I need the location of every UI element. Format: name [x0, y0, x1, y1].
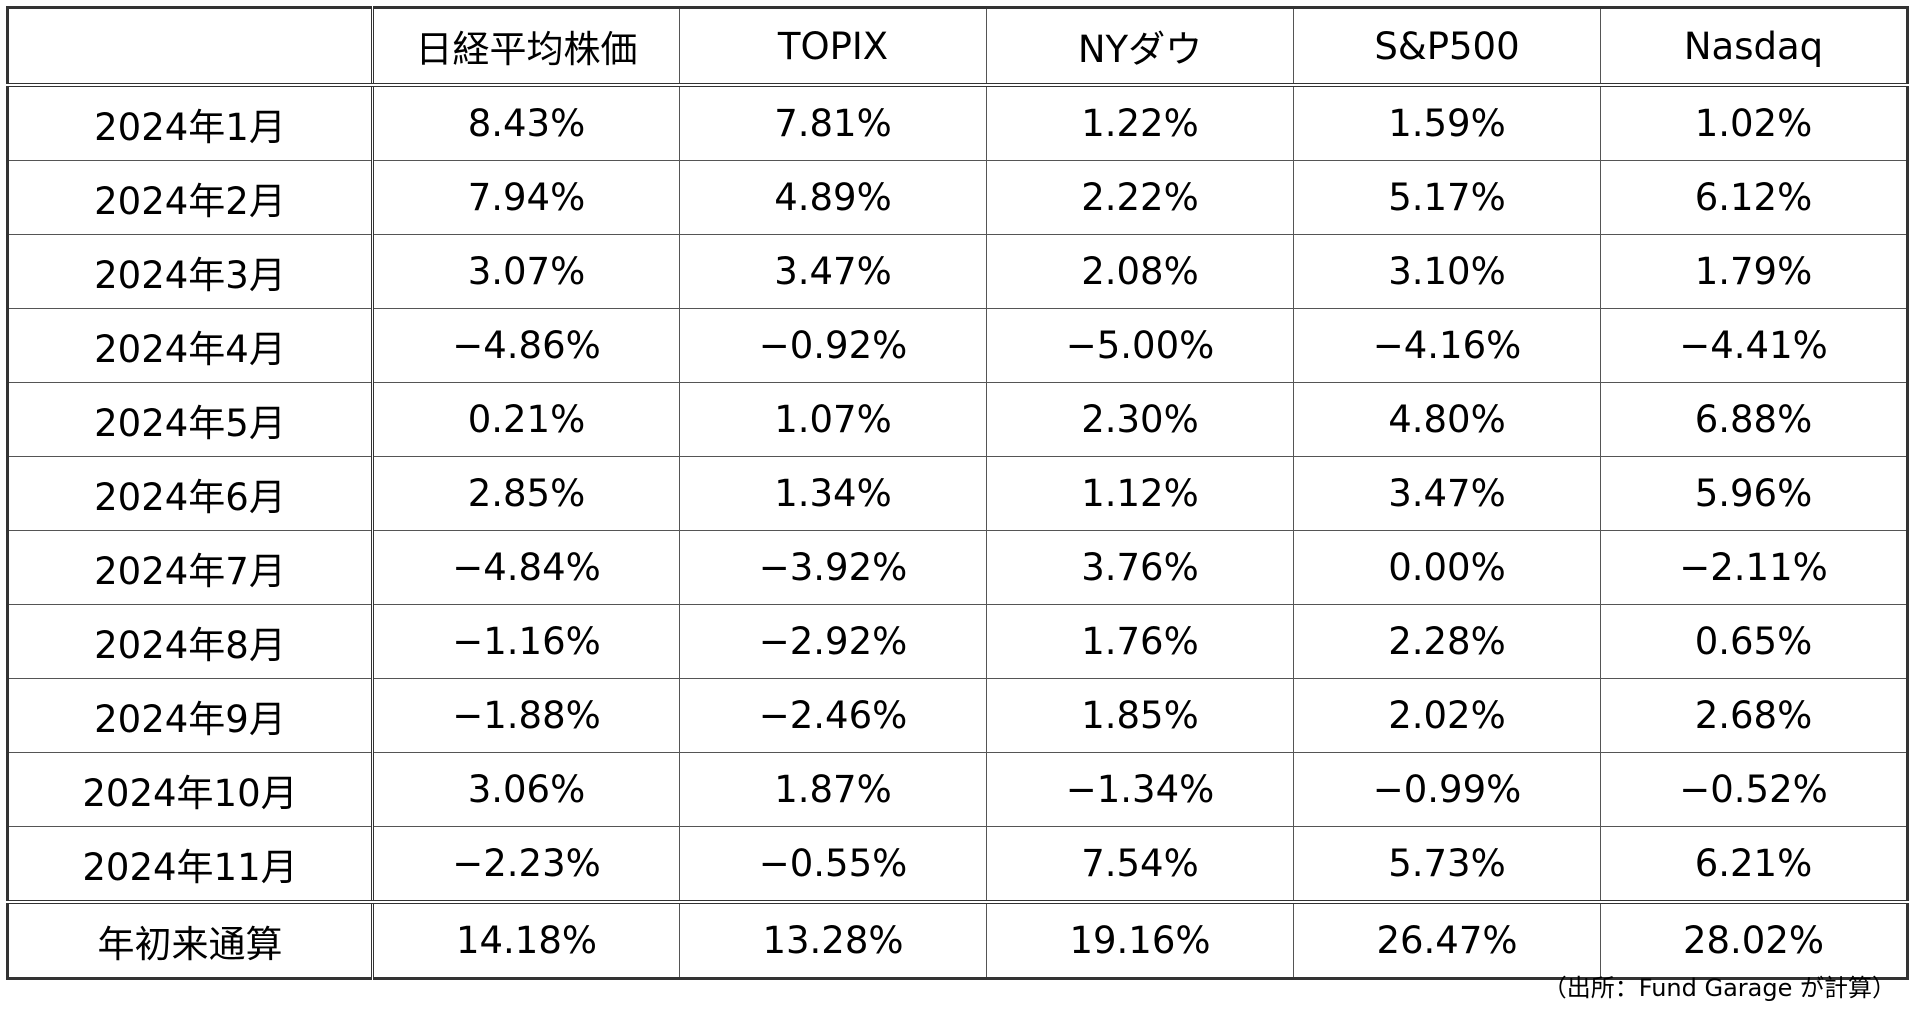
column-header: NYダウ — [986, 7, 1294, 86]
value-cell: 5.17% — [1293, 160, 1601, 235]
table-row: 2024年6月 2.85% 1.34% 1.12% 3.47% 5.96% — [7, 456, 1908, 531]
value-cell: 0.00% — [1293, 530, 1601, 605]
value-cell: 1.07% — [679, 382, 987, 457]
value-cell: −0.99% — [1293, 752, 1601, 827]
value-cell: −5.00% — [986, 308, 1294, 383]
row-label: 年初来通算 — [7, 901, 374, 979]
table-row: 2024年10月 3.06% 1.87% −1.34% −0.99% −0.52% — [7, 752, 1908, 827]
header-row: 日経平均株価 TOPIX NYダウ S&P500 Nasdaq — [7, 7, 1908, 86]
value-cell: 7.81% — [679, 84, 987, 161]
value-cell: 1.59% — [1293, 84, 1601, 161]
returns-table: 日経平均株価 TOPIX NYダウ S&P500 Nasdaq 2024年1月 8.43%… — [6, 6, 1909, 980]
row-label: 2024年8月 — [7, 604, 374, 679]
row-label: 2024年3月 — [7, 234, 374, 309]
column-header: TOPIX — [679, 7, 987, 86]
value-cell: −0.55% — [679, 826, 987, 903]
row-label: 2024年10月 — [7, 752, 374, 827]
value-cell: 3.76% — [986, 530, 1294, 605]
value-cell: 2.02% — [1293, 678, 1601, 753]
table-row: 2024年4月 −4.86% −0.92% −5.00% −4.16% −4.41% — [7, 308, 1908, 383]
value-cell: 7.54% — [986, 826, 1294, 903]
value-cell: 28.02% — [1600, 901, 1908, 979]
value-cell: 6.21% — [1600, 826, 1908, 903]
row-label: 2024年4月 — [7, 308, 374, 383]
value-cell: −2.11% — [1600, 530, 1908, 605]
value-cell: 2.85% — [372, 456, 680, 531]
value-cell: 3.06% — [372, 752, 680, 827]
corner-cell — [7, 7, 374, 86]
row-label: 2024年11月 — [7, 826, 374, 903]
value-cell: 2.08% — [986, 234, 1294, 309]
value-cell: 3.47% — [679, 234, 987, 309]
column-header: 日経平均株価 — [372, 7, 680, 86]
value-cell: 1.22% — [986, 84, 1294, 161]
value-cell: −4.86% — [372, 308, 680, 383]
value-cell: −1.34% — [986, 752, 1294, 827]
value-cell: 0.65% — [1600, 604, 1908, 679]
value-cell: 1.76% — [986, 604, 1294, 679]
value-cell: 2.30% — [986, 382, 1294, 457]
row-label: 2024年7月 — [7, 530, 374, 605]
value-cell: 5.96% — [1600, 456, 1908, 531]
value-cell: 7.94% — [372, 160, 680, 235]
value-cell: 3.47% — [1293, 456, 1601, 531]
value-cell: 4.89% — [679, 160, 987, 235]
value-cell: 1.12% — [986, 456, 1294, 531]
row-label: 2024年9月 — [7, 678, 374, 753]
value-cell: −1.16% — [372, 604, 680, 679]
value-cell: −2.92% — [679, 604, 987, 679]
table-row: 2024年8月 −1.16% −2.92% 1.76% 2.28% 0.65% — [7, 604, 1908, 679]
row-label: 2024年5月 — [7, 382, 374, 457]
value-cell: −1.88% — [372, 678, 680, 753]
value-cell: −4.84% — [372, 530, 680, 605]
value-cell: 2.28% — [1293, 604, 1601, 679]
value-cell: −0.92% — [679, 308, 987, 383]
row-label: 2024年1月 — [7, 84, 374, 161]
value-cell: 0.21% — [372, 382, 680, 457]
value-cell: 3.10% — [1293, 234, 1601, 309]
value-cell: −2.46% — [679, 678, 987, 753]
value-cell: −0.52% — [1600, 752, 1908, 827]
value-cell: 19.16% — [986, 901, 1294, 979]
value-cell: 1.85% — [986, 678, 1294, 753]
value-cell: 1.79% — [1600, 234, 1908, 309]
value-cell: −2.23% — [372, 826, 680, 903]
value-cell: −4.41% — [1600, 308, 1908, 383]
value-cell: −3.92% — [679, 530, 987, 605]
value-cell: 1.02% — [1600, 84, 1908, 161]
row-label: 2024年2月 — [7, 160, 374, 235]
table-row: 2024年3月 3.07% 3.47% 2.08% 3.10% 1.79% — [7, 234, 1908, 309]
table-body: 2024年1月 8.43% 7.81% 1.22% 1.59% 1.02% 2024年2月 7… — [7, 84, 1908, 979]
row-label: 2024年6月 — [7, 456, 374, 531]
value-cell: 5.73% — [1293, 826, 1601, 903]
value-cell: 4.80% — [1293, 382, 1601, 457]
table-row: 2024年11月 −2.23% −0.55% 7.54% 5.73% 6.21% — [7, 826, 1908, 903]
value-cell: 26.47% — [1293, 901, 1601, 979]
value-cell: 1.34% — [679, 456, 987, 531]
column-header: Nasdaq — [1600, 7, 1908, 86]
value-cell: 2.22% — [986, 160, 1294, 235]
value-cell: 3.07% — [372, 234, 680, 309]
table-row: 2024年9月 −1.88% −2.46% 1.85% 2.02% 2.68% — [7, 678, 1908, 753]
table-row: 2024年7月 −4.84% −3.92% 3.76% 0.00% −2.11% — [7, 530, 1908, 605]
value-cell: 14.18% — [372, 901, 680, 979]
table-row: 2024年5月 0.21% 1.07% 2.30% 4.80% 6.88% — [7, 382, 1908, 457]
source-note: （出所：Fund Garage が計算） — [1542, 974, 1896, 1002]
table-row: 2024年1月 8.43% 7.81% 1.22% 1.59% 1.02% — [7, 84, 1908, 161]
table-row: 2024年2月 7.94% 4.89% 2.22% 5.17% 6.12% — [7, 160, 1908, 235]
value-cell: 6.12% — [1600, 160, 1908, 235]
column-header: S&P500 — [1293, 7, 1601, 86]
value-cell: 8.43% — [372, 84, 680, 161]
value-cell: 2.68% — [1600, 678, 1908, 753]
value-cell: 1.87% — [679, 752, 987, 827]
table-row: 年初来通算 14.18% 13.28% 19.16% 26.47% 28.02% — [7, 901, 1908, 979]
value-cell: −4.16% — [1293, 308, 1601, 383]
value-cell: 13.28% — [679, 901, 987, 979]
value-cell: 6.88% — [1600, 382, 1908, 457]
